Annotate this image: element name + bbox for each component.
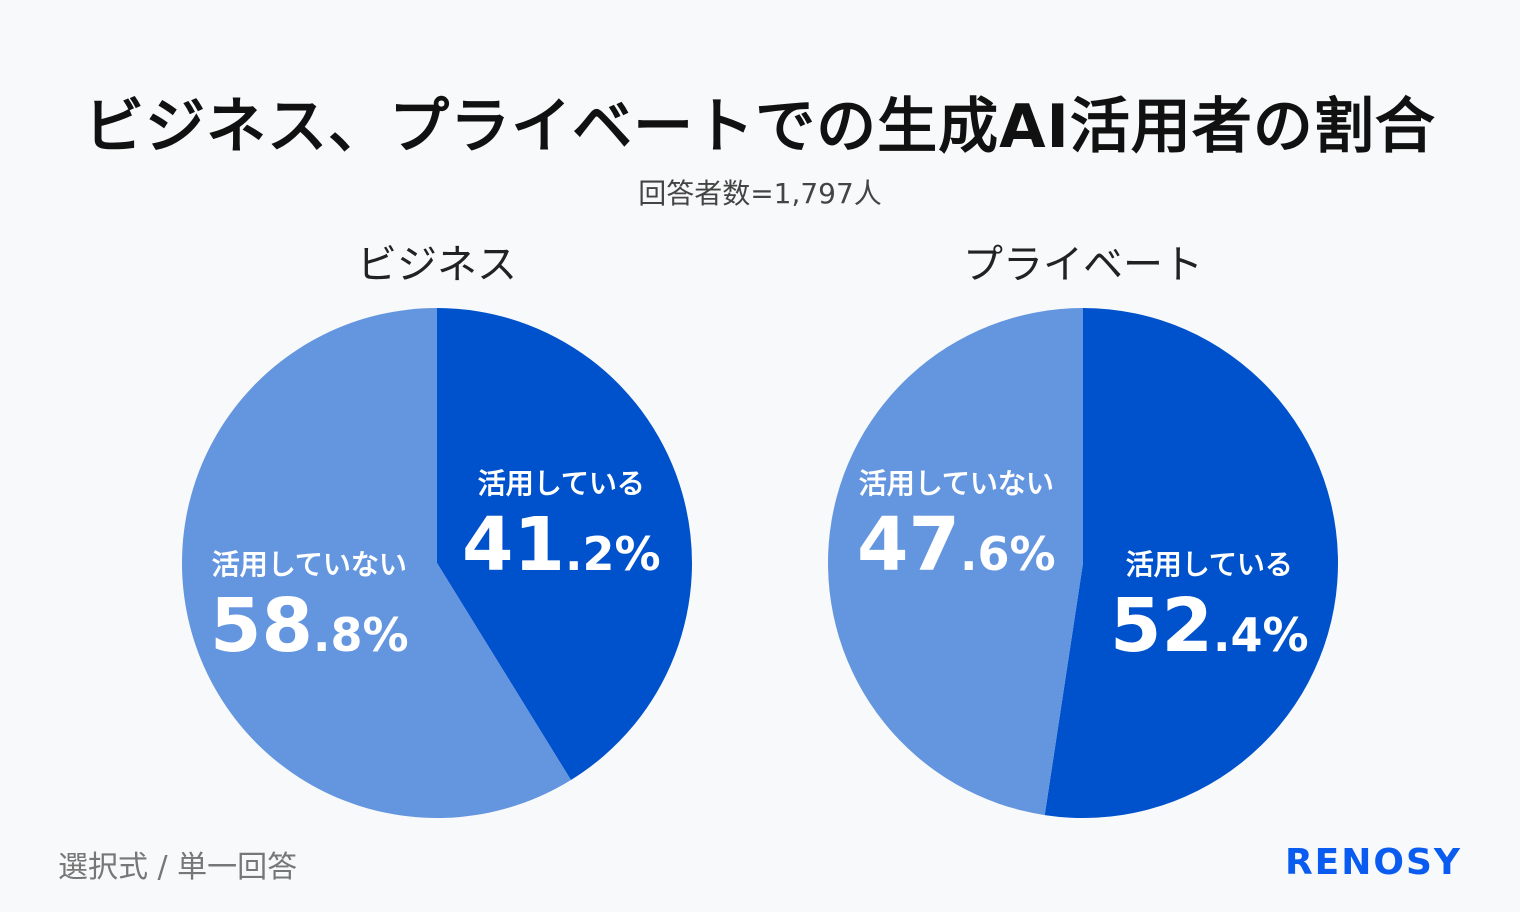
chart-title: ビジネス、プライベートでの生成AI活用者の割合 — [84, 92, 1436, 162]
slice-percent: 52.4% — [1110, 583, 1309, 669]
pie-slice-0-0 — [437, 308, 693, 781]
slice-name: 活用している — [1125, 548, 1293, 581]
pie-slice-1-1 — [828, 308, 1083, 816]
question-type-note: 選択式 / 単一回答 — [58, 850, 298, 885]
slice-name: 活用している — [477, 467, 645, 500]
chart-subtitle: 回答者数=1,797人 — [638, 177, 882, 210]
slice-percent: 47.6% — [857, 502, 1056, 588]
slice-name: 活用していない — [211, 548, 407, 581]
pie-slice-1-0 — [1044, 308, 1338, 818]
pie-title-private: プライベート — [963, 242, 1203, 288]
slice-name: 活用していない — [858, 467, 1054, 500]
pie-slice-0-1 — [182, 308, 571, 819]
slice-percent: 58.8% — [210, 583, 409, 669]
slice-label-business-not-used: 活用していない 58.8% — [210, 543, 409, 663]
renosy-logo: RENOSY — [1284, 842, 1462, 883]
slice-label-business-used: 活用している 41.2% — [462, 462, 661, 582]
slice-label-private-not-used: 活用していない 47.6% — [857, 462, 1056, 582]
pie-title-business: ビジネス — [357, 242, 517, 288]
slice-label-private-used: 活用している 52.4% — [1110, 543, 1309, 663]
slice-percent: 41.2% — [462, 502, 661, 588]
